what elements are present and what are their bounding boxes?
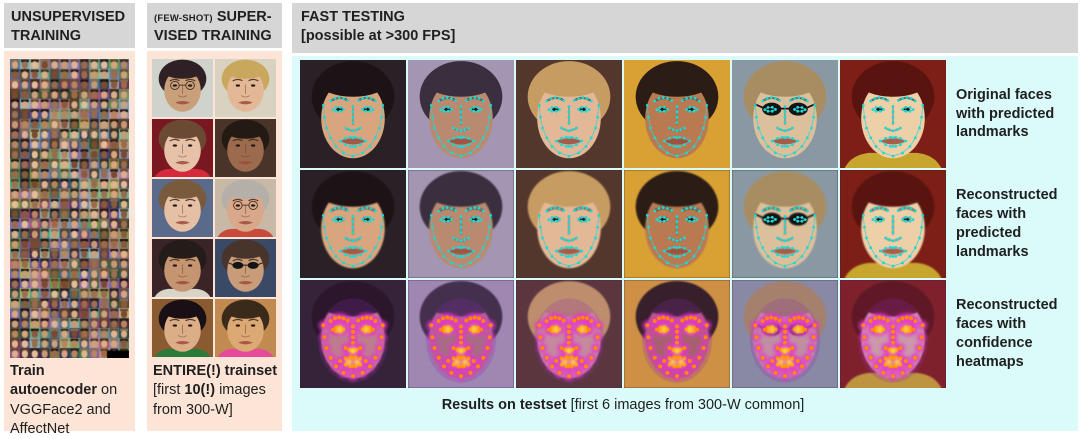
caption-supervised-mid: [first [153,382,185,399]
caption-supervised: ENTIRE(!) trainset [first 10(!) images f… [153,362,279,420]
header-fast-testing-title: FAST TESTING [301,9,405,25]
test-face-row3-col2-heatmap [408,280,514,388]
trainset-faces-grid [152,59,276,357]
test-face-row1-col6-landmarks [840,60,946,168]
testset-results-grid [300,60,946,388]
caption-supervised-bold2: 10(!) [184,382,216,399]
test-face-row1-col2-landmarks [408,60,514,168]
test-face-row3-col3-heatmap [516,280,622,388]
caption-supervised-bold: ENTIRE(!) trainset [153,363,278,379]
panel-header-fast-testing: FAST TESTING [possible at >300 FPS] [292,3,1078,53]
test-face-row3-col4-heatmap [624,280,730,388]
train-face-8 [215,239,276,297]
panel-fast-testing: Original faces with predicted landmarks … [292,56,1078,431]
test-face-row2-col3-landmarks [516,170,622,278]
header-supervised-main: SUPER-VISED TRAINING [154,9,272,45]
test-face-row1-col4-landmarks [624,60,730,168]
train-face-3 [152,119,213,177]
train-face-5 [152,179,213,237]
header-fast-testing-subtitle: [possible at >300 FPS] [301,28,456,45]
row-label-confidence-heatmaps: Reconstructed faces with confidence heat… [956,297,1058,370]
panel-header-unsupervised-training: UNSUPERVISED TRAINING [4,3,135,48]
train-face-2 [215,59,276,117]
test-face-row1-col5-landmarks [732,60,838,168]
caption-unsupervised-bold: Train autoencoder [10,363,98,399]
train-face-6 [215,179,276,237]
row-label-original-landmarks: Original faces with predicted landmarks [956,86,1055,141]
caption-supervised-rest: images from 300-W] [153,382,266,418]
train-face-10 [215,299,276,357]
train-face-4 [215,119,276,177]
test-face-row2-col2-landmarks [408,170,514,278]
unlabeled-faces-mosaic-image [10,59,129,358]
test-face-row1-col3-landmarks [516,60,622,168]
caption-testset: Results on testset [first 6 images from … [300,397,946,413]
panel-unsupervised-training: Train autoencoder on VGGFace2 and Affect… [4,51,135,437]
test-face-row1-col1-landmarks [300,60,406,168]
result-row-labels: Original faces with predicted landmarks … [956,60,1074,390]
caption-testset-rest: [first 6 images from 300-W common] [566,397,805,413]
test-face-row3-col6-heatmap [840,280,946,388]
test-face-row3-col1-heatmap [300,280,406,388]
train-face-7 [152,239,213,297]
train-face-9 [152,299,213,357]
header-fewshot-prefix: (FEW-SHOT) [154,13,213,24]
panel-header-supervised-training: (FEW-SHOT) SUPER-VISED TRAINING [147,3,282,48]
panel-supervised-training: ENTIRE(!) trainset [first 10(!) images f… [147,51,282,431]
test-face-row2-col5-landmarks [732,170,838,278]
test-face-row2-col1-landmarks [300,170,406,278]
caption-unsupervised: Train autoencoder on VGGFace2 and Affect… [10,362,132,439]
test-face-row3-col5-heatmap [732,280,838,388]
row-label-reconstructed-landmarks: Reconstructed faces with predicted landm… [956,187,1058,260]
test-face-row2-col4-landmarks [624,170,730,278]
test-face-row2-col6-landmarks [840,170,946,278]
caption-testset-bold: Results on testset [441,397,567,413]
train-face-1 [152,59,213,117]
